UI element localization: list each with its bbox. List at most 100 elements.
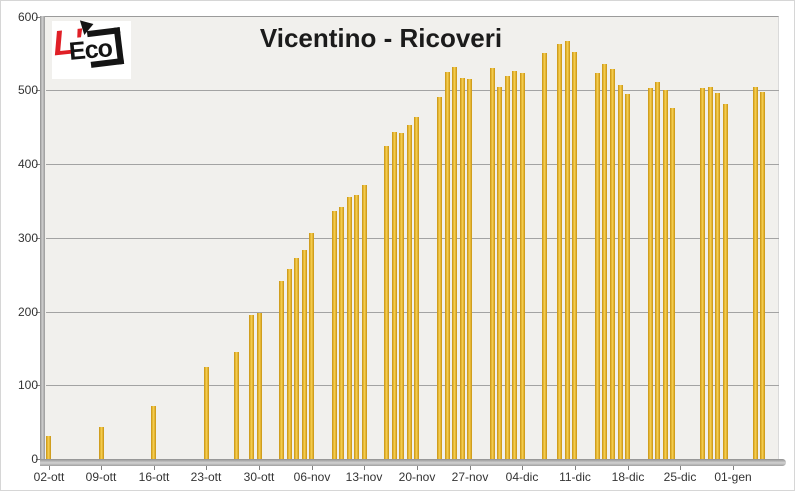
y-axis-tick [36, 164, 40, 165]
gridline [46, 164, 779, 165]
x-axis-tick [101, 466, 102, 470]
x-axis-tick [575, 466, 576, 470]
bar [715, 93, 720, 459]
y-axis-tick [36, 312, 40, 313]
bar [625, 93, 630, 459]
y-axis-label: 500 [17, 83, 38, 97]
bar [760, 91, 765, 459]
bar [542, 52, 547, 459]
bar [452, 67, 457, 459]
x-axis-tick [470, 466, 471, 470]
y-axis-wall [40, 16, 45, 466]
bar [557, 43, 562, 459]
bar [354, 195, 359, 459]
bar [520, 72, 525, 459]
bar [460, 77, 465, 459]
x-axis-tick [154, 466, 155, 470]
x-axis-tick [628, 466, 629, 470]
bar [309, 233, 314, 459]
bar [723, 104, 728, 459]
x-axis-label: 27-nov [451, 470, 489, 484]
x-axis-floor [40, 459, 786, 466]
x-axis-label: 01-gen [714, 470, 752, 484]
x-axis-tick [522, 466, 523, 470]
gridline [46, 312, 779, 313]
bar [407, 124, 412, 459]
bar [618, 85, 623, 459]
x-axis-label: 13-nov [345, 470, 383, 484]
bar [332, 210, 337, 459]
bar [670, 107, 675, 459]
x-axis-label: 11-dic [559, 470, 591, 484]
bar [294, 258, 299, 459]
x-axis-label: 16-ott [138, 470, 170, 484]
bar [384, 146, 389, 459]
bar [490, 68, 495, 459]
x-axis-label: 02-ott [33, 470, 65, 484]
bar [663, 89, 668, 459]
bar [414, 116, 419, 459]
y-axis-label: 600 [17, 10, 38, 24]
bar [99, 426, 104, 459]
gridline [46, 385, 779, 386]
x-axis-label: 18-dic [611, 470, 645, 484]
bar [445, 71, 450, 459]
bar [362, 185, 367, 459]
bar [151, 405, 156, 459]
x-axis-label: 06-nov [293, 470, 331, 484]
y-axis-tick [36, 459, 40, 460]
x-axis-label: 23-ott [190, 470, 222, 484]
y-axis-label: 400 [17, 157, 38, 171]
bar [437, 96, 442, 459]
y-axis-tick [36, 90, 40, 91]
bar [392, 132, 397, 459]
bar [565, 40, 570, 459]
bar [287, 268, 292, 459]
bar [46, 436, 51, 459]
bar [399, 133, 404, 459]
x-axis-tick [312, 466, 313, 470]
bar [572, 51, 577, 459]
bar [708, 86, 713, 459]
bar [467, 79, 472, 459]
x-axis-label: 25-dic [663, 470, 697, 484]
x-axis-tick [49, 466, 50, 470]
bar [648, 88, 653, 459]
bar [655, 82, 660, 459]
y-axis-label: 100 [17, 378, 38, 392]
bar [279, 281, 284, 459]
y-axis-tick [36, 385, 40, 386]
y-axis-label: 300 [17, 231, 38, 245]
x-axis-tick [206, 466, 207, 470]
bar [512, 71, 517, 459]
bar [610, 68, 615, 459]
gridline [46, 90, 779, 91]
bar [204, 366, 209, 459]
bar [302, 249, 307, 459]
y-axis-label: 0 [31, 452, 38, 466]
y-axis-label: 200 [17, 305, 38, 319]
bar [505, 75, 510, 459]
x-axis-tick [364, 466, 365, 470]
x-axis-label: 09-ott [85, 470, 117, 484]
bar [234, 352, 239, 459]
bar [700, 88, 705, 459]
bar [497, 86, 502, 459]
bar [339, 206, 344, 459]
bar [249, 315, 254, 459]
y-axis-tick [36, 238, 40, 239]
y-axis-tick [36, 17, 40, 18]
x-axis-tick [680, 466, 681, 470]
bar [257, 313, 262, 459]
x-axis-label: 04-dic [505, 470, 539, 484]
x-axis-tick [259, 466, 260, 470]
x-axis-label: 30-ott [243, 470, 275, 484]
bar [347, 197, 352, 459]
bar [602, 64, 607, 459]
logo-name: Eco [67, 34, 113, 66]
logo: L' Eco [51, 20, 131, 79]
chart-title: Vicentino - Ricoveri [259, 23, 503, 53]
bar [753, 86, 758, 459]
x-axis-tick [417, 466, 418, 470]
